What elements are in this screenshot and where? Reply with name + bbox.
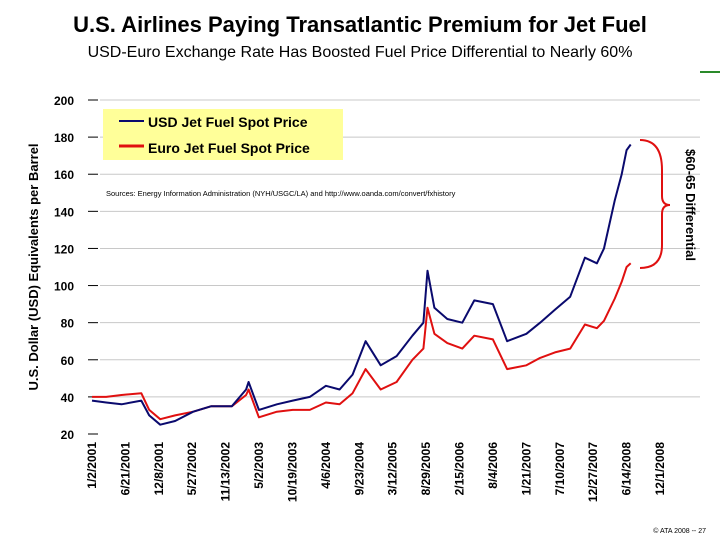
series-line-usd	[91, 143, 632, 426]
y-tick-label: 60	[61, 354, 75, 368]
chart-subtitle: USD-Euro Exchange Rate Has Boosted Fuel …	[87, 44, 633, 61]
y-tick-label: 40	[61, 391, 75, 405]
sources-annotation: Sources: Energy Information Administrati…	[106, 189, 456, 198]
y-tick-label: 80	[61, 317, 75, 331]
chart-title: U.S. Airlines Paying Transatlantic Premi…	[73, 12, 647, 37]
x-tick-label: 3/12/2005	[386, 442, 400, 496]
legend-label-usd: USD Jet Fuel Spot Price	[148, 114, 308, 130]
x-tick-label: 8/4/2006	[486, 442, 500, 489]
differential-bracket	[639, 139, 671, 269]
x-tick-label: 4/6/2004	[319, 442, 333, 489]
differential-label: $60-65 Differential	[683, 149, 698, 261]
x-tick-label: 7/10/2007	[553, 442, 567, 496]
y-axis-label: U.S. Dollar (USD) Equivalents per Barrel	[26, 143, 41, 390]
x-tick-label: 11/13/2002	[219, 442, 233, 502]
x-tick-label: 8/29/2005	[419, 442, 433, 496]
legend-box	[103, 109, 343, 160]
y-tick-label: 180	[54, 131, 74, 145]
x-tick-label: 6/21/2001	[118, 442, 132, 496]
legend: USD Jet Fuel Spot Price Euro Jet Fuel Sp…	[103, 109, 343, 160]
x-tick-label: 12/8/2001	[152, 442, 166, 496]
x-tick-label: 5/27/2002	[185, 442, 199, 496]
y-tick-label: 100	[54, 280, 74, 294]
x-tick-label: 2/15/2006	[453, 442, 467, 496]
x-tick-label: 12/27/2007	[586, 442, 600, 502]
x-tick-label: 12/1/2008	[653, 442, 667, 496]
copyright-footer: © ATA 2008 -- 27	[653, 528, 706, 535]
x-tick-label: 5/2/2003	[252, 442, 266, 489]
y-tick-label: 20	[61, 428, 75, 442]
x-tick-label: 10/19/2003	[285, 442, 299, 502]
x-tick-label: 9/23/2004	[352, 442, 366, 496]
y-tick-label: 140	[54, 205, 74, 219]
legend-label-euro: Euro Jet Fuel Spot Price	[148, 140, 310, 156]
y-tick-label: 160	[54, 168, 74, 182]
y-tick-label: 200	[54, 94, 74, 108]
series-line-euro	[92, 262, 632, 421]
y-tick-label: 120	[54, 242, 74, 256]
x-tick-label: 1/21/2007	[519, 442, 533, 496]
x-tick-label: 1/2/2001	[85, 442, 99, 489]
x-tick-label: 6/14/2008	[620, 442, 634, 496]
